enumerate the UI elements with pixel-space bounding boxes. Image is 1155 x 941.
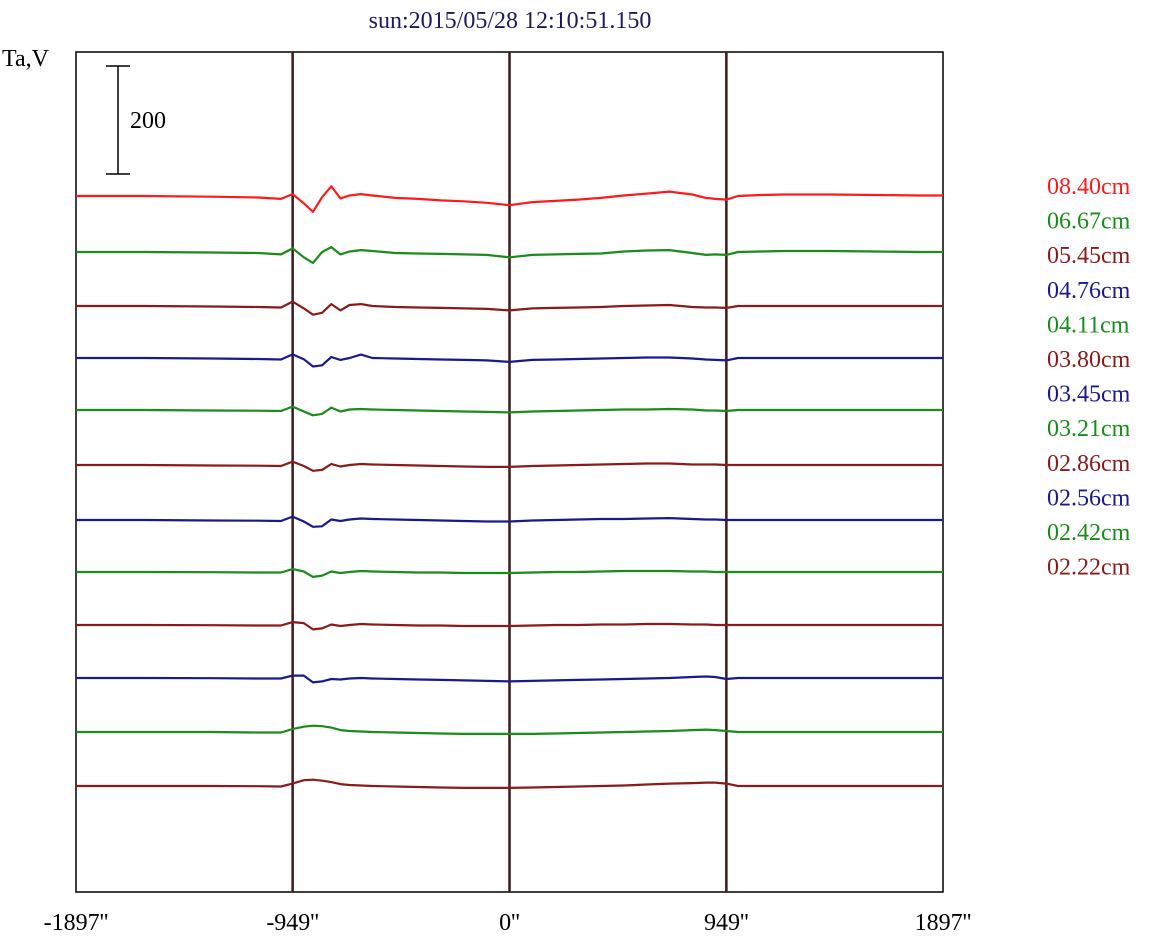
legend: 08.40cm 06.67cm 05.45cm 04.76cm 04.11cm 03.80… bbox=[1047, 174, 1131, 581]
series-line-03.80cm bbox=[76, 460, 943, 472]
series-line-08.40cm bbox=[76, 185, 943, 213]
series-line-03.21cm bbox=[76, 568, 943, 578]
x-tick-label-2: 0'' bbox=[499, 910, 520, 936]
series-line-02.56cm bbox=[76, 674, 943, 684]
x-tick-label-0: -1897'' bbox=[44, 910, 109, 936]
legend-entry-03.45cm: 03.45cm bbox=[1047, 382, 1131, 408]
series-line-03.45cm bbox=[76, 515, 943, 528]
legend-entry-02.86cm: 02.86cm bbox=[1047, 451, 1131, 477]
legend-entry-08.40cm: 08.40cm bbox=[1047, 174, 1131, 200]
reference-lines bbox=[291, 52, 728, 892]
series-line-05.45cm bbox=[76, 300, 943, 316]
legend-entry-06.67cm: 06.67cm bbox=[1047, 209, 1131, 235]
legend-entry-03.21cm: 03.21cm bbox=[1047, 416, 1131, 442]
series-lines bbox=[76, 185, 943, 789]
legend-entry-02.56cm: 02.56cm bbox=[1047, 485, 1131, 511]
y-axis-label: Ta,V bbox=[2, 46, 50, 72]
x-tick-labels: -1897'' -949'' 0'' 949'' 1897'' bbox=[44, 910, 972, 936]
series-line-02.86cm bbox=[76, 621, 943, 631]
series-line-04.11cm bbox=[76, 405, 943, 417]
legend-entry-03.80cm: 03.80cm bbox=[1047, 347, 1131, 373]
legend-entry-04.11cm: 04.11cm bbox=[1047, 312, 1130, 338]
legend-entry-04.76cm: 04.76cm bbox=[1047, 278, 1131, 304]
scale-bar: 200 bbox=[106, 65, 166, 175]
x-tick-label-1: -949'' bbox=[266, 910, 319, 936]
series-line-06.67cm bbox=[76, 246, 943, 264]
chart-title: sun:2015/05/28 12:10:51.150 bbox=[369, 8, 652, 34]
legend-entry-02.42cm: 02.42cm bbox=[1047, 520, 1131, 546]
x-tick-label-3: 949'' bbox=[704, 910, 749, 936]
x-tick-label-4: 1897'' bbox=[915, 910, 972, 936]
legend-entry-05.45cm: 05.45cm bbox=[1047, 243, 1131, 269]
series-line-02.42cm bbox=[76, 724, 943, 735]
series-line-04.76cm bbox=[76, 353, 943, 368]
legend-entry-02.22cm: 02.22cm bbox=[1047, 555, 1131, 581]
series-line-02.22cm bbox=[76, 778, 943, 789]
scale-bar-label: 200 bbox=[130, 108, 166, 134]
